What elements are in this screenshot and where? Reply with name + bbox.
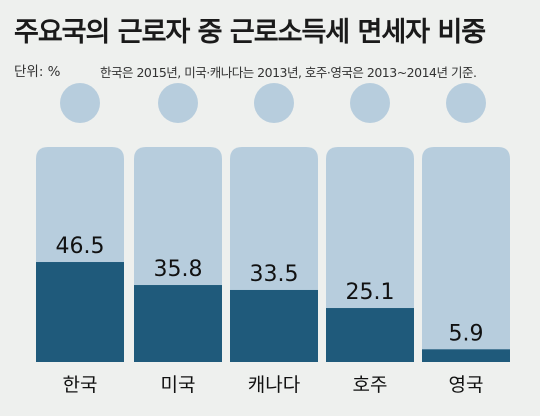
person-head (446, 83, 486, 123)
bar-fill (134, 285, 222, 362)
chart-title: 주요국의 근로자 중 근로소득세 면세자 비중 (14, 17, 486, 48)
bar-fill (230, 289, 318, 362)
person-head (158, 83, 198, 123)
value-label: 35.8 (154, 257, 203, 282)
category-label: 한국 (63, 374, 98, 396)
person-head (350, 83, 390, 123)
person-head (254, 83, 294, 123)
person-head (60, 83, 100, 123)
bar-fill (422, 349, 510, 362)
value-label: 46.5 (56, 234, 105, 259)
value-label: 5.9 (449, 321, 484, 346)
value-label: 33.5 (250, 262, 299, 287)
value-label: 25.1 (346, 280, 395, 305)
unit-label: 단위: % (14, 64, 61, 80)
bar-fill (326, 308, 414, 362)
bar-fill (36, 262, 124, 362)
footnote: 한국은 2015년, 미국·캐나다는 2013년, 호주·영국은 2013~20… (100, 65, 477, 80)
category-label: 호주 (353, 374, 388, 396)
category-label: 캐나다 (248, 374, 300, 396)
person-body (422, 147, 510, 362)
category-label: 영국 (449, 374, 484, 396)
category-label: 미국 (161, 374, 196, 396)
